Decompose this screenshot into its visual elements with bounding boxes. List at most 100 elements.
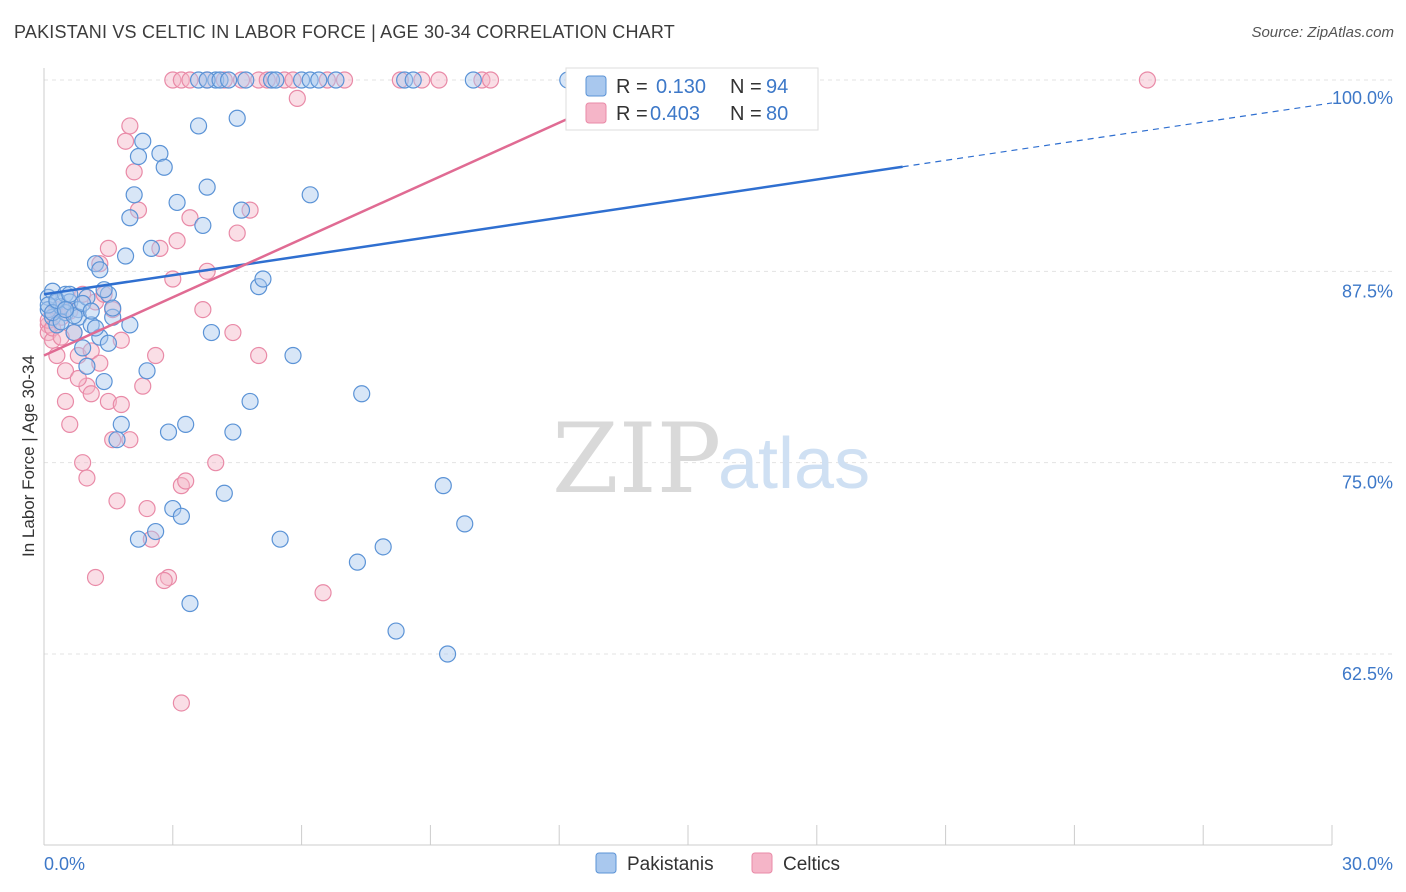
legend-n-label-2: N = [730,103,762,125]
pakistani-point [189,117,208,135]
pakistani-point [181,594,199,613]
axis-layer [43,68,1333,846]
pakistani-point [301,186,319,204]
x-tick-labels: 0.0% 30.0% [44,854,1393,874]
pakistani-point [151,144,169,163]
pakistani-point [434,477,452,495]
x-tick-label: 0.0% [44,854,85,874]
celtic-point [78,469,96,487]
bottom-legend-swatch-celtics [751,852,773,874]
pakistani-point [310,71,328,89]
celtic-point [99,239,118,257]
pakistani-point [438,645,457,663]
celtic-point [207,454,225,472]
celtic-point [134,377,152,395]
celtic-point [108,492,126,510]
y-axis-label: In Labor Force | Age 30-34 [19,355,38,557]
legend-n-value-2: 80 [766,103,788,125]
pakistani-point [138,362,156,380]
pakistani-point [129,530,148,548]
celtic-point [224,323,242,342]
pakistani-point [95,372,113,391]
pakistani-point [254,270,272,288]
celtic-point [112,395,130,414]
pakistani-point [374,538,392,556]
bottom-legend-pakistanis: Pakistanis [627,854,714,875]
pakistani-point [404,71,422,89]
pakistani-point [215,484,233,502]
celtic-point [82,385,100,403]
celtic-point [91,255,109,273]
celtic-point [61,415,79,433]
pakistani-point [224,423,242,441]
pakistani-point [237,71,255,89]
pakistani-point [65,307,83,325]
celtic-point [125,163,143,181]
pakistani-point [56,301,75,319]
y-tick-labels: 62.5% 75.0% 87.5% 100.0% [1332,88,1393,684]
pakistani-point [271,530,289,548]
pakistani-point [155,158,173,176]
pakistani-point [147,522,165,541]
pakistani-point [142,239,160,257]
celtic-point [104,431,122,449]
pakistani-point [456,515,474,533]
pakistani-point [134,132,152,150]
celtic-point [250,346,268,365]
pakistani-point [202,323,221,342]
y-tick-label: 75.0% [1342,473,1393,493]
correlation-legend: R = 0.130 N = 94 R = 0.403 N = 80 [565,67,819,131]
pakistani-point [177,415,195,433]
celtic-point [138,499,156,518]
chart-source: Source: ZipAtlas.com [1251,24,1394,41]
pakistani-point [284,346,302,365]
pakistani-point [108,431,126,449]
celtic-point [181,209,199,227]
celtic-point [228,224,246,242]
celtic-point [56,392,75,411]
pakistani-point [387,622,405,640]
celtic-point [194,301,212,319]
legend-n-label-1: N = [730,76,762,98]
celtic-point [430,71,448,89]
pakistani-point [220,71,238,89]
pakistani-point [353,385,371,403]
y-tick-label: 62.5% [1342,664,1393,684]
celtic-point [288,89,306,107]
pakistani-point [116,247,135,265]
watermark: ZIP atlas [552,403,870,515]
celtic-point [172,694,190,712]
y-tick-label: 87.5% [1342,281,1393,301]
legend-r-value-1: 0.130 [656,76,706,98]
y-tick-label: 100.0% [1332,88,1393,108]
legend-r-label-2: R = [616,103,648,125]
pakistani-point [198,178,216,196]
pakistani-point [121,209,139,227]
pakistani-trend-line [43,165,903,296]
celtic-point [177,472,195,490]
celtic-trend-line [43,78,655,357]
legend-swatch-pakistanis [585,75,607,97]
x-tick-label: 30.0% [1342,854,1393,874]
celtic-point [155,571,173,590]
celtic-point [112,331,130,349]
celtic-point [232,71,251,89]
pakistani-point [82,302,100,320]
pakistani-point [267,71,285,89]
celtic-point [1138,71,1156,89]
celtic-point [74,454,92,472]
pakistani-point [99,334,118,352]
celtic-point [69,369,87,388]
celtic-point [56,362,75,380]
celtic-point [314,584,332,602]
celtic-point [86,568,105,587]
watermark-atlas: atlas [718,424,870,504]
pakistani-trend-extension [902,102,1333,168]
pakistani-point [74,339,92,357]
celtic-point [99,392,118,411]
bottom-legend-swatch-pakistanis [595,852,617,874]
celtic-point [168,232,186,250]
points-layer [39,71,1156,712]
pakistani-point [232,201,251,219]
